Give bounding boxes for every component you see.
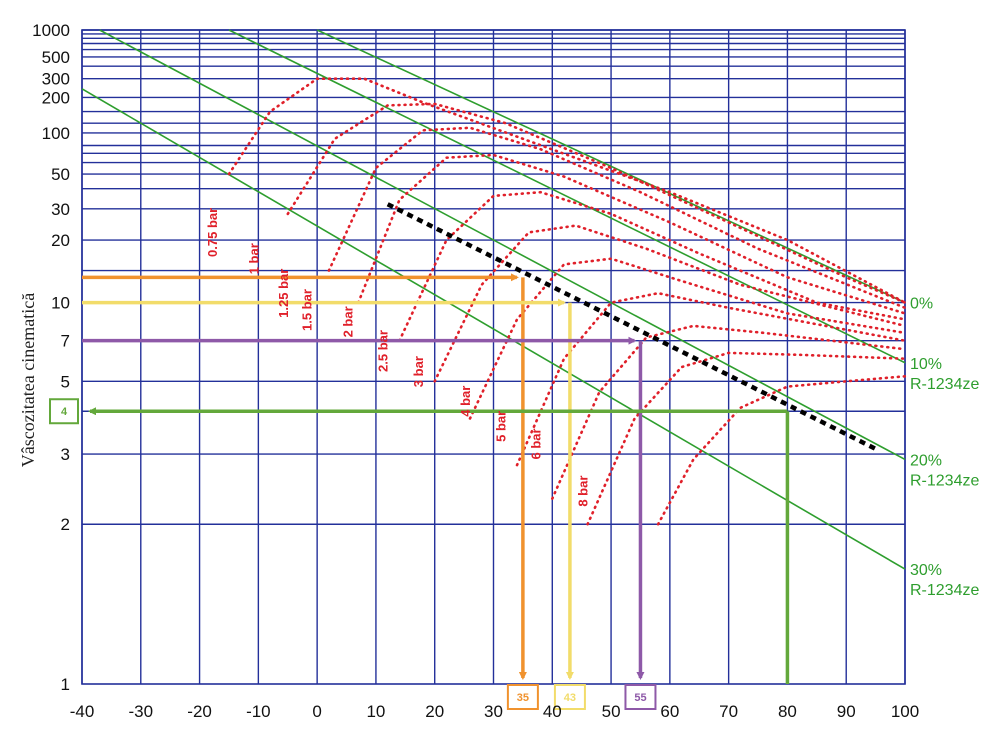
pressure-curve [227, 77, 907, 304]
saturation-line-path [386, 202, 877, 451]
x-tick-label: -30 [128, 702, 153, 721]
y-tick-label: 3 [61, 445, 70, 464]
pressure-label: 3 bar [411, 356, 426, 387]
pressure-label: 1 bar [246, 243, 261, 274]
x-tick-label: 10 [366, 702, 385, 721]
mixture-line [99, 29, 906, 461]
x-tick-label: 60 [660, 702, 679, 721]
x-tick-label: -40 [70, 702, 95, 721]
plot-border [81, 29, 906, 685]
y-tick-label: 300 [42, 70, 70, 89]
pressure-label: 2 bar [340, 306, 355, 337]
pressure-curve [357, 153, 907, 315]
y-tick-label: 20 [51, 231, 70, 250]
pressure-label: 2.5 bar [376, 330, 391, 372]
y-tick-label: 30 [51, 200, 70, 219]
annotations: 35 43 554 [49, 273, 790, 710]
annotation-box [624, 684, 657, 710]
x-tick-label: 70 [719, 702, 738, 721]
pressure-curve [433, 224, 907, 383]
x-tick-label: 80 [778, 702, 797, 721]
pressure-curve [286, 102, 907, 304]
x-axis-ticks: -40 -30 -20 -10 0 10 20 30 40 50 60 70 80 90 100 [70, 702, 919, 721]
mixture-label-line2: R-1234ze [910, 472, 979, 489]
y-tick-label: 10 [51, 294, 70, 313]
annotation-box [506, 684, 539, 710]
y-tick-label: 1000 [32, 21, 70, 40]
x-tick-label: -20 [187, 702, 212, 721]
pressure-curve [656, 375, 907, 526]
mixture-lines [81, 29, 906, 570]
y-tick-label: 500 [42, 48, 70, 67]
annotation-box [49, 398, 79, 425]
mixture-labels: 0% 10% R-1234ze 20% R-1234ze 30% R-1234ze [910, 296, 979, 600]
pressure-label: 4 bar [458, 386, 473, 417]
mixture-label: 0% [910, 296, 933, 313]
pressure-curve [586, 351, 907, 526]
y-axis-label: Vâscozitatea cinematică [18, 293, 38, 467]
pressure-curve [515, 291, 907, 467]
x-tick-label: 40 [543, 702, 562, 721]
x-tick-label: 50 [602, 702, 621, 721]
pressure-labels: 0.75 bar 1 bar 1.25 bar 1.5 bar 2 bar 2.5 bar… [205, 208, 590, 507]
pressure-label: 8 bar [576, 476, 591, 507]
pressure-curve [327, 126, 907, 310]
pressure-label: 0.75 bar [205, 208, 220, 257]
y-tick-label: 2 [61, 515, 70, 534]
mixture-line [81, 88, 906, 570]
x-tick-label: 30 [484, 702, 503, 721]
pressure-label: 1.5 bar [299, 289, 314, 331]
y-tick-label: 100 [42, 124, 70, 143]
annotation-value: 55 [634, 692, 646, 704]
y-tick-label: 1 [61, 675, 70, 694]
y-tick-label: 5 [61, 372, 70, 391]
pressure-curve [468, 257, 907, 420]
y-tick-label: 200 [42, 88, 70, 107]
y-tick-label: 50 [51, 165, 70, 184]
annotation-box [553, 684, 586, 710]
annotation-value: 4 [61, 406, 68, 418]
annotation-value: 43 [564, 692, 576, 704]
mixture-line [316, 29, 906, 304]
x-tick-label: 0 [312, 702, 321, 721]
pressure-label: 1.25 bar [276, 269, 291, 318]
mixture-label: 10% [910, 356, 942, 373]
mixture-label-line2: R-1234ze [910, 376, 979, 393]
mixture-label: 30% [910, 562, 942, 579]
y-tick-label: 7 [61, 332, 70, 351]
pressure-curve [398, 190, 907, 342]
annotation-value: 35 [517, 692, 529, 704]
pressure-label: 6 bar [528, 428, 543, 459]
x-tick-label: 90 [837, 702, 856, 721]
x-tick-label: 20 [425, 702, 444, 721]
pressure-label: 5 bar [493, 411, 508, 442]
saturation-line [386, 202, 877, 451]
mixture-label: 20% [910, 452, 942, 469]
x-tick-label: 100 [891, 702, 919, 721]
x-tick-label: -10 [246, 702, 271, 721]
mixture-label-line2: R-1234ze [910, 582, 979, 599]
mixture-line [228, 29, 906, 364]
